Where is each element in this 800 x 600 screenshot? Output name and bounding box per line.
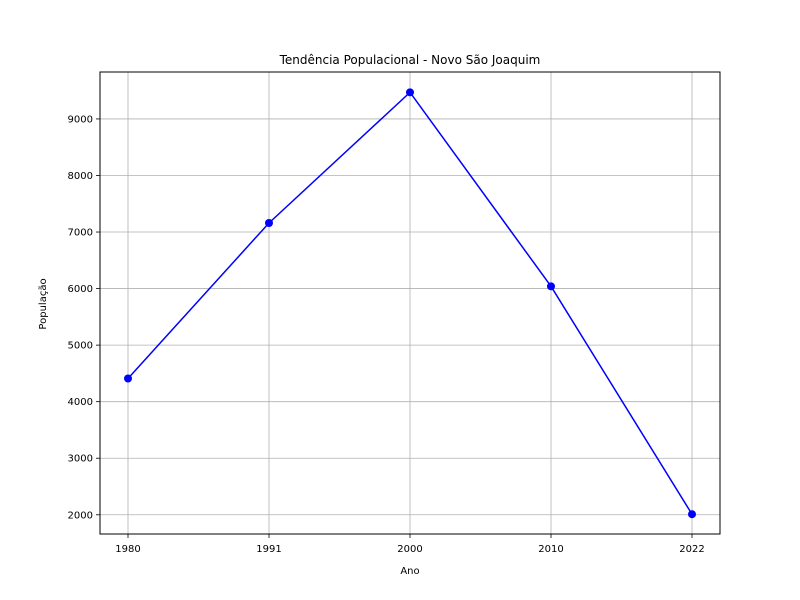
y-tick-label: 4000 bbox=[68, 397, 93, 408]
x-tick-label: 2000 bbox=[397, 544, 422, 555]
data-point bbox=[547, 282, 555, 291]
y-tick-label: 9000 bbox=[68, 114, 93, 125]
grid bbox=[100, 72, 720, 534]
y-tick-label: 3000 bbox=[68, 454, 93, 465]
x-tick-label: 2010 bbox=[538, 544, 563, 555]
ticks: 1980 1991 2000 2010 2022 2000 3000 4000 5000 6000… bbox=[68, 114, 705, 555]
chart-title: Tendência Populacional - Novo São Joaqui… bbox=[279, 53, 541, 67]
y-tick-label: 6000 bbox=[68, 284, 93, 295]
y-axis-label: População bbox=[38, 278, 49, 329]
data-point bbox=[124, 374, 132, 383]
data-point bbox=[265, 218, 273, 227]
x-tick-label: 1980 bbox=[115, 544, 140, 555]
x-tick-label: 2022 bbox=[679, 544, 704, 555]
x-axis-label: Ano bbox=[400, 566, 419, 577]
data-point bbox=[688, 510, 696, 519]
y-tick-label: 7000 bbox=[68, 228, 93, 239]
y-tick-label: 5000 bbox=[68, 341, 93, 352]
data-point bbox=[406, 88, 414, 97]
x-tick-label: 1991 bbox=[256, 544, 281, 555]
y-tick-label: 8000 bbox=[68, 171, 93, 182]
series-layer bbox=[124, 88, 696, 519]
y-tick-label: 2000 bbox=[68, 510, 93, 521]
